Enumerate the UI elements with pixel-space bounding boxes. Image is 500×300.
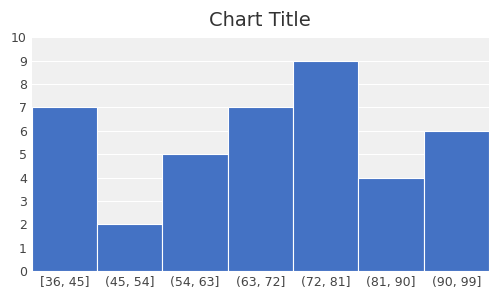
Title: Chart Title: Chart Title: [210, 11, 311, 30]
Bar: [424, 131, 489, 271]
Bar: [32, 107, 97, 271]
Bar: [162, 154, 228, 271]
Bar: [228, 107, 293, 271]
Bar: [293, 61, 358, 271]
Bar: [97, 224, 162, 271]
Bar: [358, 178, 424, 271]
